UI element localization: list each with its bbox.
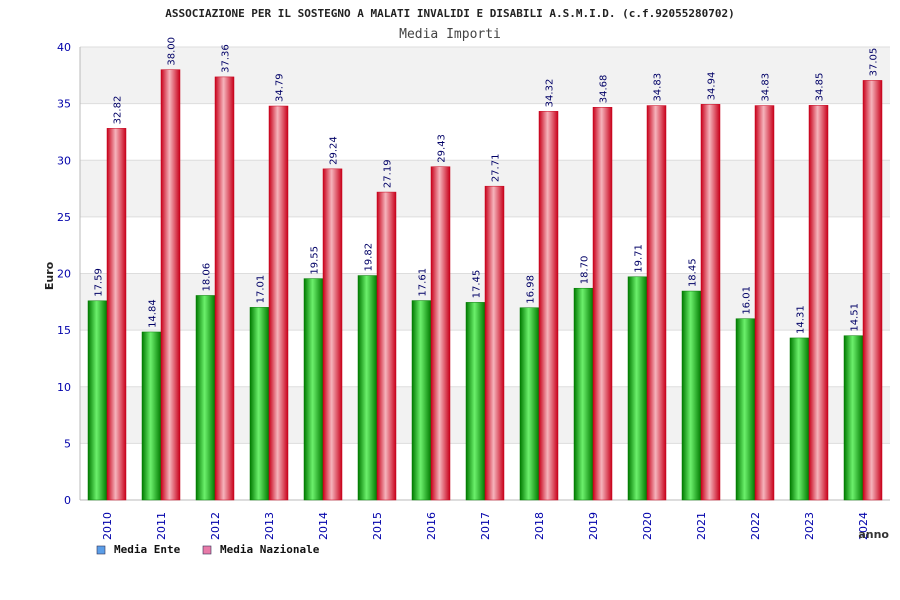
- data-label: 34.94: [707, 72, 718, 101]
- y-tick-label: 0: [64, 494, 71, 507]
- y-tick-label: 40: [57, 41, 71, 54]
- y-tick-label: 25: [57, 211, 71, 224]
- data-label: 27.19: [383, 159, 394, 188]
- chart-title: ASSOCIAZIONE PER IL SOSTEGNO A MALATI IN…: [165, 7, 735, 20]
- data-label: 14.84: [148, 299, 159, 328]
- y-tick-label: 15: [57, 324, 71, 337]
- data-label: 17.01: [256, 275, 267, 304]
- bar-media-ente: [519, 307, 540, 501]
- value-labels: 17.59 32.82 14.84 38.00 18.06 37.36 17.01 34.79…: [94, 37, 880, 334]
- data-label: 29.24: [329, 136, 340, 165]
- bar-media-nazionale: [376, 191, 397, 501]
- bar-media-nazionale: [160, 69, 181, 501]
- bar-media-ente: [843, 335, 864, 501]
- data-label: 17.45: [472, 270, 483, 299]
- data-label: 37.36: [221, 44, 232, 73]
- data-label: 34.79: [275, 73, 286, 102]
- data-label: 19.55: [310, 246, 321, 275]
- data-label: 17.61: [418, 268, 429, 297]
- bar-media-nazionale: [322, 168, 343, 501]
- bar-media-ente: [627, 276, 648, 501]
- bar-media-ente: [249, 307, 270, 501]
- data-label: 32.82: [113, 96, 124, 125]
- data-label: 16.01: [742, 286, 753, 315]
- x-axis-ticks: 2010 2011 2012 2013 2014 2015 2016 2017 2018 2019…: [101, 512, 870, 540]
- x-tick-label: 2020: [641, 512, 654, 540]
- data-label: 18.70: [580, 256, 591, 285]
- bar-media-ente: [303, 278, 324, 501]
- bar-media-ente: [141, 331, 162, 501]
- bar-media-ente: [357, 275, 378, 501]
- bar-media-ente: [573, 287, 594, 501]
- bar-media-nazionale: [106, 128, 127, 501]
- y-tick-label: 30: [57, 154, 71, 167]
- bar-media-ente: [195, 295, 216, 501]
- legend-swatch-nazionale: [202, 545, 212, 555]
- y-tick-label: 20: [57, 268, 71, 281]
- x-tick-label: 2010: [101, 512, 114, 540]
- bar-media-nazionale: [214, 76, 235, 501]
- y-tick-label: 35: [57, 98, 71, 111]
- bar-media-ente: [465, 302, 486, 501]
- x-tick-label: 2014: [317, 512, 330, 540]
- bar-media-nazionale: [646, 105, 667, 501]
- data-label: 34.32: [545, 79, 556, 108]
- data-label: 16.98: [526, 275, 537, 304]
- data-label: 34.68: [599, 75, 610, 104]
- data-label: 34.83: [653, 73, 664, 102]
- x-axis-label: anno: [858, 528, 889, 541]
- bar-media-nazionale: [754, 105, 775, 501]
- x-tick-label: 2015: [371, 512, 384, 540]
- x-tick-label: 2016: [425, 512, 438, 540]
- chart-subtitle: Media Importi: [399, 27, 501, 42]
- x-tick-label: 2013: [263, 512, 276, 540]
- x-tick-label: 2024: [857, 512, 870, 540]
- data-label: 27.71: [491, 154, 502, 183]
- bars: [87, 69, 883, 501]
- data-label: 18.45: [688, 258, 699, 287]
- bar-media-nazionale: [484, 185, 505, 501]
- x-tick-label: 2017: [479, 512, 492, 540]
- data-label: 37.05: [869, 48, 880, 77]
- data-label: 19.82: [364, 243, 375, 272]
- x-tick-label: 2021: [695, 512, 708, 540]
- y-tick-label: 5: [64, 437, 71, 450]
- data-label: 14.51: [850, 303, 861, 332]
- bar-media-nazionale: [700, 104, 721, 501]
- data-label: 34.85: [815, 73, 826, 102]
- data-label: 18.06: [202, 263, 213, 292]
- data-label: 14.31: [796, 305, 807, 334]
- y-axis-label: Euro: [43, 261, 56, 290]
- data-label: 17.59: [94, 268, 105, 297]
- legend-label-ente: Media Ente: [114, 543, 181, 556]
- data-label: 19.71: [634, 244, 645, 273]
- bar-media-nazionale: [268, 105, 289, 501]
- y-axis-ticks: 0 5 10 15 20 25 30 35 40: [57, 41, 71, 507]
- legend: Media Ente Media Nazionale: [96, 543, 320, 556]
- bar-media-nazionale: [592, 106, 613, 501]
- bar-media-ente: [789, 337, 810, 501]
- data-label: 34.83: [761, 73, 772, 102]
- y-tick-label: 10: [57, 381, 71, 394]
- bar-media-nazionale: [808, 105, 829, 501]
- bar-media-nazionale: [430, 166, 451, 501]
- x-tick-label: 2018: [533, 512, 546, 540]
- x-tick-label: 2012: [209, 512, 222, 540]
- legend-swatch-ente: [96, 545, 106, 555]
- x-tick-label: 2019: [587, 512, 600, 540]
- x-tick-label: 2011: [155, 512, 168, 540]
- bar-media-ente: [681, 290, 702, 501]
- x-tick-label: 2023: [803, 512, 816, 540]
- bar-media-ente: [87, 300, 108, 501]
- legend-label-nazionale: Media Nazionale: [220, 543, 320, 556]
- data-label: 38.00: [167, 37, 178, 66]
- bar-media-nazionale: [862, 80, 883, 501]
- bar-media-ente: [411, 300, 432, 501]
- x-tick-label: 2022: [749, 512, 762, 540]
- bar-media-nazionale: [538, 111, 559, 501]
- data-label: 29.43: [437, 134, 448, 163]
- bar-media-ente: [735, 318, 756, 501]
